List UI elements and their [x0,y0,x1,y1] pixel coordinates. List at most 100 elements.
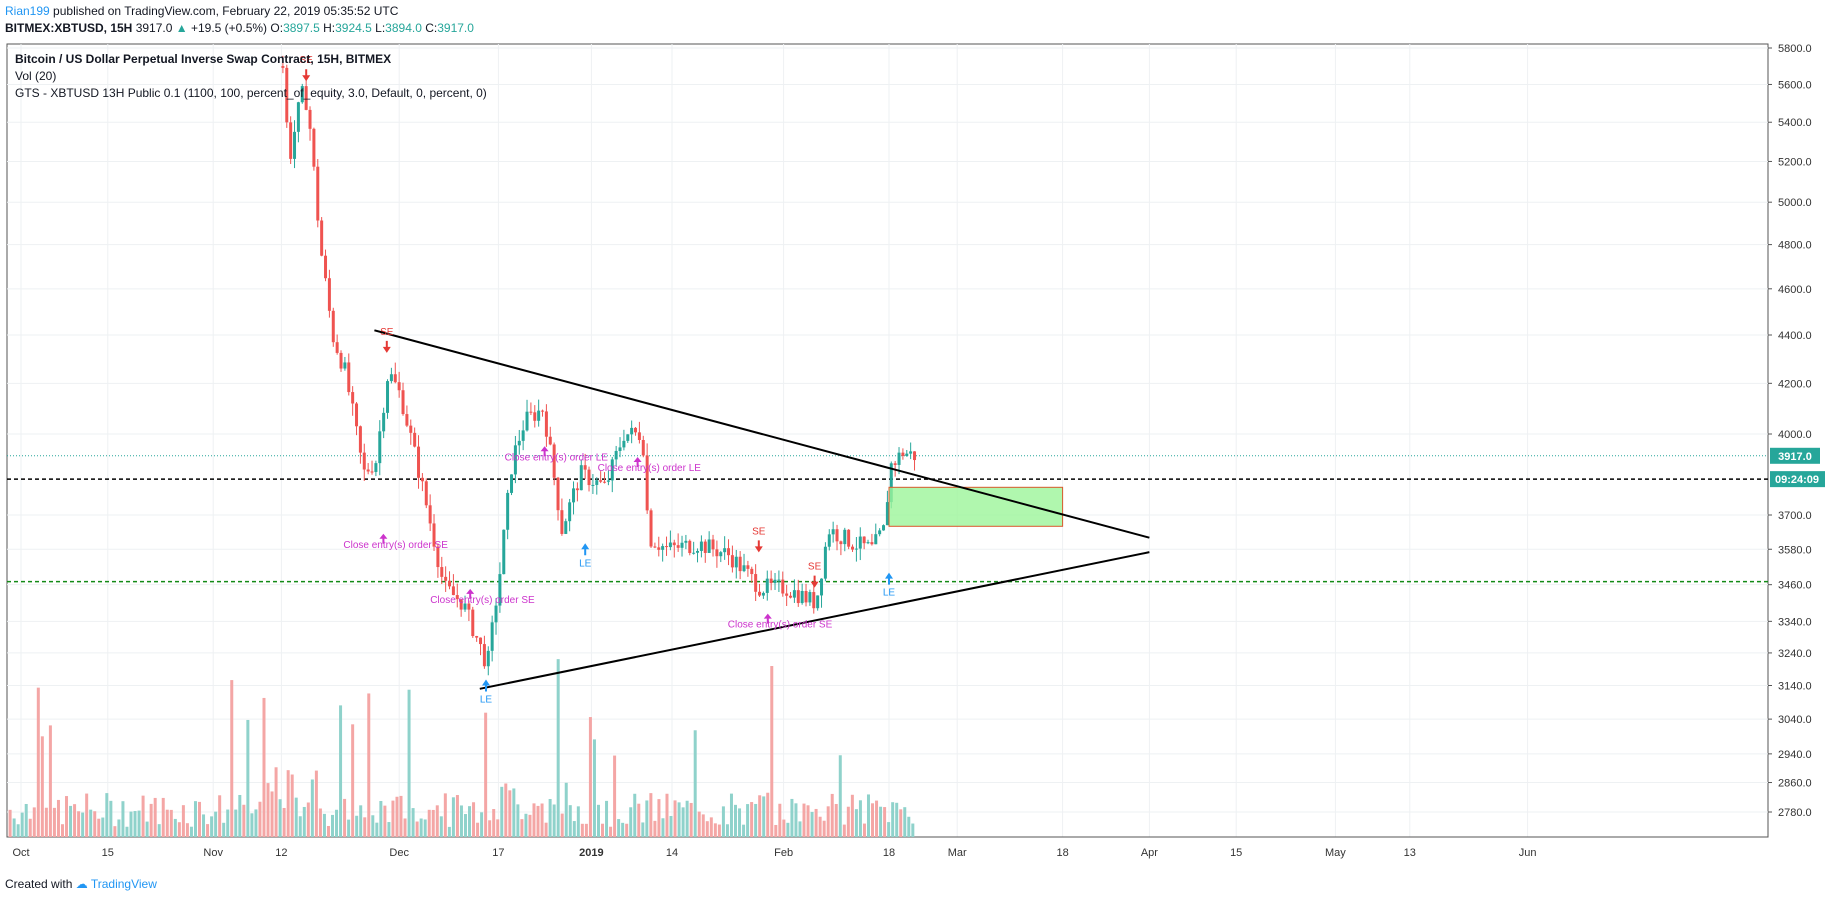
candle-body [672,542,676,546]
candle-body [339,352,343,369]
candle-body [715,549,719,557]
volume-bar [891,802,895,837]
volume-bar [294,797,298,837]
volume-bar [145,821,149,837]
candle-body [467,603,471,610]
candle-body [293,131,297,159]
volume-bar [814,808,818,837]
candle-body [587,469,591,486]
volume-bar [77,811,81,837]
volume-bar [20,812,24,837]
publisher-name[interactable]: Rian199 [5,4,50,18]
candle-body [455,595,459,600]
candle-body [362,452,366,470]
volume-bar [415,821,419,837]
candle-body [820,578,824,596]
volume-bar [326,825,330,837]
volume-bar [701,814,705,837]
volume-bar [427,809,431,837]
volume-bar [488,820,492,837]
volume-bar [746,804,750,837]
candle-body [874,534,878,545]
volume-bar [101,817,105,837]
candle-body [347,362,351,393]
volume-bar [588,717,592,837]
volume-bar [544,822,548,837]
candle-body [424,481,428,506]
volume-bar [230,680,234,837]
low-label: L: [375,21,386,35]
volume-bar [842,824,846,837]
last-price-badge-text: 3917.0 [1778,451,1812,463]
candle-body [459,599,463,610]
volume-bar [887,822,891,837]
candle-body [486,650,490,667]
candle-body [661,546,665,550]
candle-body [781,579,785,594]
countdown-badge-text: 09:24:09 [1775,474,1819,486]
volume-bar [637,803,641,837]
candle-body [382,412,386,432]
candle-body [637,432,641,441]
y-tick-label: 3140.0 [1778,680,1812,692]
volume-bar [258,801,262,837]
y-tick-label: 3460.0 [1778,580,1812,592]
long-entry-arrow [581,543,590,556]
candle-body [746,565,750,569]
candle-body [804,591,808,603]
candle-body [541,410,545,412]
candle-body [893,463,897,465]
volume-bar [871,803,875,837]
candle-body [378,431,382,464]
candle-body [738,556,742,572]
y-tick-label: 5000.0 [1778,197,1812,209]
volume-bar [689,802,693,837]
volume-bar [322,813,326,837]
volume-bar [879,806,883,837]
x-tick-label: 18 [1056,847,1068,859]
candle-body [331,310,335,343]
volume-bar [798,821,802,837]
volume-bar [697,811,701,837]
candle-body [358,426,362,453]
volume-bar [282,807,286,837]
candle-body [595,480,599,485]
candle-body [599,480,603,482]
volume-bar [564,782,568,837]
candle-body [521,430,525,441]
volume-bar [439,816,443,837]
volume-bar [238,794,242,837]
candle-body [603,481,607,483]
volume-bar [347,819,351,837]
volume-bar [556,659,560,837]
close-label: C: [425,21,438,35]
volume-bar [463,814,467,837]
volume-bar [226,809,230,837]
candle-body [572,488,576,503]
volume-bar [645,800,649,837]
volume-bar [572,821,576,837]
y-tick-label: 5200.0 [1778,156,1812,168]
candle-body [901,452,905,456]
candle-body [668,542,672,548]
candle-body [475,636,479,638]
candle-body [482,644,486,667]
volume-bar [560,813,564,837]
volume-bar [468,806,472,837]
volume-bar [314,770,318,837]
candle-body [699,541,703,551]
candle-body [645,455,649,511]
tradingview-link[interactable]: TradingView [90,877,157,891]
close-value: 3917.0 [437,21,474,35]
candle-body [730,555,734,568]
volume-bar [302,806,306,837]
volume-bar [85,793,89,837]
volume-bar [850,794,854,837]
volume-bar [306,802,310,837]
volume-bar [681,807,685,837]
candle-body [703,541,707,553]
volume-bar [121,801,125,837]
volume-bar [113,826,117,837]
candle-body [812,592,816,609]
